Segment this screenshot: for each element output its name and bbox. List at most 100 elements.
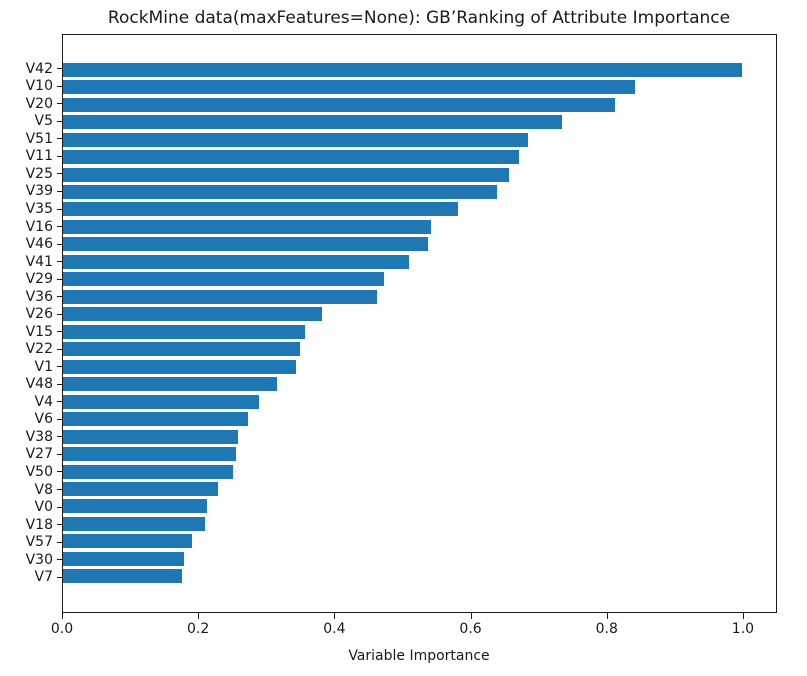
y-tick: V48: [0, 376, 62, 394]
bar-row: [63, 568, 776, 585]
bar: [63, 150, 520, 165]
bar: [63, 429, 239, 444]
bar: [63, 254, 410, 269]
y-tick: V36: [0, 288, 62, 306]
bar-row: [63, 113, 776, 130]
bar-row: [63, 410, 776, 427]
y-tick-label: V7: [34, 569, 53, 586]
y-tick-mark: [57, 401, 62, 403]
bar: [63, 481, 218, 496]
y-tick-label: V30: [25, 551, 53, 568]
y-tick: V46: [0, 235, 62, 253]
bar-row: [63, 253, 776, 270]
y-tick-mark: [57, 103, 62, 105]
bar: [63, 62, 743, 77]
bar-row: [63, 306, 776, 323]
bar-row: [63, 341, 776, 358]
bar-row: [63, 183, 776, 200]
y-tick-label: V26: [25, 306, 53, 323]
x-tick-mark: [470, 613, 472, 619]
bar: [63, 377, 277, 392]
y-tick-mark: [57, 436, 62, 438]
y-tick-mark: [57, 296, 62, 298]
x-tick-mark: [334, 613, 336, 619]
y-tick-label: V10: [25, 78, 53, 95]
y-tick-mark: [57, 155, 62, 157]
y-tick: V29: [0, 270, 62, 288]
y-tick-mark: [57, 506, 62, 508]
bar-row: [63, 288, 776, 305]
y-tick: V16: [0, 218, 62, 236]
y-tick-mark: [57, 226, 62, 228]
bar-row: [63, 533, 776, 550]
y-tick-mark: [57, 331, 62, 333]
y-tick: V27: [0, 446, 62, 464]
bar: [63, 185, 497, 200]
bar-row: [63, 236, 776, 253]
y-tick-label: V46: [25, 236, 53, 253]
x-tick-mark: [606, 613, 608, 619]
y-tick-mark: [57, 471, 62, 473]
y-tick-mark: [57, 366, 62, 368]
bar: [63, 80, 636, 95]
chart-title: RockMine data(maxFeatures=None): GB’Rank…: [107, 8, 731, 28]
y-tick: V11: [0, 148, 62, 166]
y-tick-label: V25: [25, 165, 53, 182]
y-tick: V6: [0, 411, 62, 429]
y-tick-mark: [57, 383, 62, 385]
bar: [63, 167, 510, 182]
y-tick-mark: [57, 278, 62, 280]
y-tick-mark: [57, 261, 62, 263]
y-tick-mark: [57, 559, 62, 561]
y-tick-label: V38: [25, 428, 53, 445]
y-tick-mark: [57, 85, 62, 87]
y-tick: V4: [0, 393, 62, 411]
bar-row: [63, 271, 776, 288]
y-tick-label: V22: [25, 341, 53, 358]
y-tick: V7: [0, 568, 62, 586]
bar-row: [63, 375, 776, 392]
bar: [63, 272, 384, 287]
y-tick: V0: [0, 498, 62, 516]
y-tick-label: V6: [34, 411, 53, 428]
y-tick-mark: [57, 208, 62, 210]
y-tick-mark: [57, 68, 62, 70]
x-tick-label: 0.4: [323, 621, 346, 637]
bar-row: [63, 358, 776, 375]
y-tick-label: V0: [34, 499, 53, 516]
bar-row: [63, 96, 776, 113]
bar-row: [63, 61, 776, 78]
y-tick-label: V5: [34, 113, 53, 130]
y-tick: V10: [0, 78, 62, 96]
y-tick-mark: [57, 524, 62, 526]
y-tick: V15: [0, 323, 62, 341]
bar: [63, 447, 237, 462]
y-tick-label: V41: [25, 253, 53, 270]
y-tick-mark: [57, 576, 62, 578]
y-tick-mark: [57, 453, 62, 455]
y-tick: V1: [0, 358, 62, 376]
bar-row: [63, 515, 776, 532]
y-tick: V42: [0, 60, 62, 78]
bar: [63, 237, 429, 252]
y-tick-label: V29: [25, 271, 53, 288]
bar: [63, 324, 305, 339]
y-tick: V35: [0, 200, 62, 218]
y-tick-mark: [57, 541, 62, 543]
y-tick-label: V15: [25, 323, 53, 340]
bar: [63, 97, 616, 112]
y-tick-label: V11: [25, 148, 53, 165]
y-tick: V26: [0, 305, 62, 323]
y-tick-mark: [57, 313, 62, 315]
y-tick-label: V18: [25, 516, 53, 533]
y-tick-label: V20: [25, 95, 53, 112]
y-tick-mark: [57, 489, 62, 491]
bar: [63, 202, 459, 217]
y-tick-mark: [57, 138, 62, 140]
bar-row: [63, 428, 776, 445]
y-tick-mark: [57, 173, 62, 175]
bar: [63, 307, 323, 322]
x-tick-label: 1.0: [731, 621, 755, 637]
y-tick-label: V8: [34, 481, 53, 498]
bar-row: [63, 166, 776, 183]
